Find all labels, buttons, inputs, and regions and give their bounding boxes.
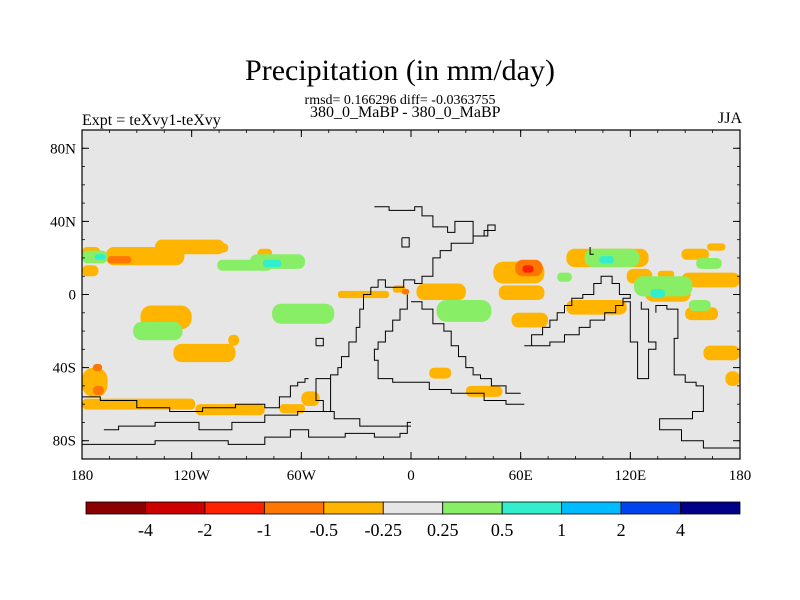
coastline-east-pacific-ridge	[655, 305, 740, 449]
precip-region	[173, 343, 236, 363]
precip-region	[92, 363, 103, 372]
coastline-antarctic-south	[82, 421, 411, 445]
colorbar-label: 4	[676, 520, 685, 540]
axes: 180 120W 60W 0 60E 120E 180 80N 40N 0 40S 80S	[50, 129, 752, 484]
precip-region	[262, 259, 282, 268]
coastline-antarctic-coast	[82, 378, 309, 412]
precip-region	[522, 265, 534, 273]
precip-region	[429, 367, 452, 379]
y-tick-label: 80N	[50, 141, 76, 157]
x-tick-label: 120W	[173, 468, 211, 484]
colorbar-swatch	[501, 501, 563, 515]
colorbar-label: 0.25	[427, 520, 459, 540]
precip-region	[416, 283, 466, 300]
colorbar-label: -0.5	[310, 520, 339, 540]
colorbar-label: 2	[617, 520, 626, 540]
colorbar-label: -2	[197, 520, 212, 540]
colorbar: -4 -2 -1 -0.5 -0.25 0.25 0.5 1 2 4	[85, 501, 741, 540]
precip-region	[681, 272, 740, 288]
colorbar-swatch	[382, 501, 444, 515]
precip-region	[82, 398, 196, 410]
colorbar-label: -0.25	[365, 520, 403, 540]
precip-region	[707, 243, 726, 251]
precip-region	[557, 272, 572, 282]
precip-region	[107, 256, 132, 264]
precip-region	[195, 404, 265, 416]
precip-region	[633, 276, 693, 297]
stats-line: rmsd= 0.166296 diff= -0.0363755	[304, 93, 496, 108]
precip-region	[133, 321, 183, 341]
coastline-west-tip-bump	[315, 337, 324, 347]
precip-region	[301, 391, 320, 406]
precip-region	[566, 299, 627, 315]
precip-region	[599, 256, 614, 264]
chart-title: Precipitation (in mm/day)	[245, 54, 555, 87]
colorbar-swatch	[442, 501, 503, 515]
coastlines	[82, 206, 740, 449]
precip-region	[202, 243, 229, 253]
colorbar-swatch	[561, 501, 622, 515]
precip-region	[272, 303, 335, 324]
colorbar-label: -4	[138, 520, 153, 540]
precip-region	[436, 299, 492, 322]
y-tick-label: 40S	[53, 361, 76, 377]
precip-region	[465, 385, 503, 397]
precip-region	[688, 299, 711, 311]
y-tick-label: 40N	[50, 214, 76, 230]
precip-region	[94, 254, 106, 260]
x-tick-label: 60E	[509, 468, 533, 484]
precip-region	[228, 334, 240, 346]
colorbar-label: -1	[257, 520, 272, 540]
colorbar-label: 1	[557, 520, 566, 540]
x-tick-label: 120E	[614, 468, 646, 484]
y-tick-label: 0	[69, 288, 77, 304]
coastline-south-pacific-ridge	[103, 378, 332, 431]
season-label: JJA	[717, 110, 742, 127]
coastline-atlantic-ridge-west	[315, 287, 411, 427]
precip-region	[82, 265, 99, 277]
x-tick-label: 60W	[287, 468, 317, 484]
coastline-indian-ocean-ridge	[524, 275, 631, 347]
coastline-east-island	[589, 247, 594, 255]
precip-region	[681, 248, 709, 260]
precip-region	[401, 289, 410, 295]
precip-region	[92, 385, 104, 396]
colorbar-swatch	[680, 501, 741, 515]
coastline-africa-east-coast	[411, 301, 521, 394]
colorbar-swatch	[85, 501, 146, 515]
y-tick-label: 80S	[53, 434, 76, 450]
coastline-australia-west	[623, 301, 657, 380]
chart-subtitle: 380_0_MaBP - 380_0_MaBP	[310, 104, 501, 121]
precip-region	[511, 312, 549, 328]
colorbar-swatch	[620, 501, 681, 515]
precip-region	[703, 345, 740, 361]
x-tick-label: 180	[71, 468, 94, 484]
precip-region	[650, 289, 666, 299]
x-tick-label: 180	[729, 468, 752, 484]
experiment-label: Expt = teXvy1-teXvy	[82, 112, 221, 129]
colorbar-label: 0.5	[491, 520, 514, 540]
colorbar-swatch	[145, 501, 206, 515]
precip-region	[696, 257, 722, 269]
x-tick-label: 0	[407, 468, 415, 484]
precip-region	[725, 371, 740, 386]
coastline-north-america-north-africa	[370, 206, 496, 288]
colorbar-swatch	[263, 501, 325, 515]
colorbar-swatch	[204, 501, 265, 515]
coastline-iberia-stub	[401, 237, 410, 248]
precip-region	[498, 285, 545, 300]
coastline-south-atlantic-inner	[373, 294, 525, 405]
colorbar-swatch	[323, 501, 384, 515]
